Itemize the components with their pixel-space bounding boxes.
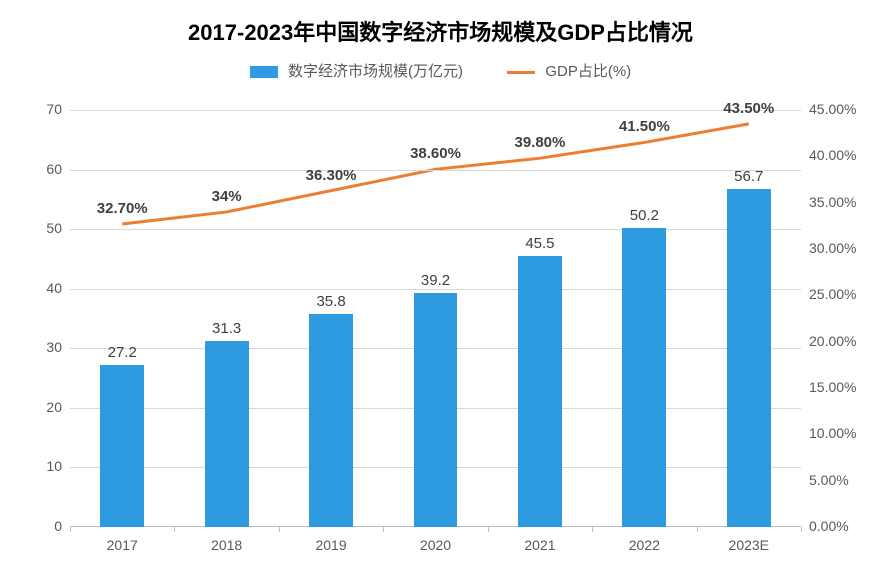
- x-axis-category-label: 2021: [524, 537, 555, 553]
- bar-value-label: 35.8: [316, 293, 345, 310]
- bar: [727, 189, 771, 527]
- line-value-label: 43.50%: [723, 100, 774, 117]
- plot-area: 27.2 32.70% 31.3 34% 35.8 36.30% 39.2 38.60% 45.…: [70, 110, 801, 527]
- x-tick: [592, 527, 593, 532]
- x-axis-category-label: 2017: [107, 537, 138, 553]
- x-tick: [488, 527, 489, 532]
- x-tick: [801, 527, 802, 532]
- bar-value-label: 45.5: [525, 235, 554, 252]
- y-right-tick-label: 10.00%: [809, 425, 856, 441]
- y-right-tick-label: 0.00%: [809, 518, 849, 534]
- x-tick: [697, 527, 698, 532]
- y-right-tick-label: 25.00%: [809, 286, 856, 302]
- y-right-tick-label: 45.00%: [809, 101, 856, 117]
- y-left-tick-label: 70: [12, 101, 62, 117]
- x-tick: [383, 527, 384, 532]
- bar: [309, 314, 353, 527]
- line-value-label: 41.50%: [619, 118, 670, 135]
- y-right-tick-label: 35.00%: [809, 194, 856, 210]
- line-value-label: 38.60%: [410, 145, 461, 162]
- y-left-tick-label: 30: [12, 339, 62, 355]
- legend-label-line: GDP占比(%): [545, 63, 631, 80]
- gridline: [70, 229, 801, 230]
- y-right-tick-label: 5.00%: [809, 472, 849, 488]
- y-left-tick-label: 10: [12, 458, 62, 474]
- y-right-tick-label: 40.00%: [809, 147, 856, 163]
- bar-value-label: 31.3: [212, 320, 241, 337]
- y-right-tick-label: 20.00%: [809, 333, 856, 349]
- line-value-label: 39.80%: [514, 134, 565, 151]
- bar: [518, 256, 562, 527]
- x-tick: [174, 527, 175, 532]
- y-left-tick-label: 50: [12, 220, 62, 236]
- y-right-tick-label: 30.00%: [809, 240, 856, 256]
- legend-item-bar: 数字经济市场规模(万亿元): [250, 60, 463, 81]
- legend-item-line: GDP占比(%): [507, 60, 631, 81]
- y-right-tick-label: 15.00%: [809, 379, 856, 395]
- x-tick: [279, 527, 280, 532]
- gridline: [70, 170, 801, 171]
- y-left-tick-label: 20: [12, 399, 62, 415]
- line-value-label: 32.70%: [97, 200, 148, 217]
- bar-value-label: 39.2: [421, 272, 450, 289]
- bar: [100, 365, 144, 527]
- y-left-tick-label: 0: [12, 518, 62, 534]
- y-left-tick-label: 40: [12, 280, 62, 296]
- line-value-label: 34%: [212, 188, 242, 205]
- bar: [205, 341, 249, 527]
- x-axis-category-label: 2023E: [729, 537, 769, 553]
- bar: [622, 228, 666, 527]
- gridline: [70, 110, 801, 111]
- chart-legend: 数字经济市场规模(万亿元) GDP占比(%): [0, 60, 881, 81]
- line-value-label: 36.30%: [306, 167, 357, 184]
- x-tick: [70, 527, 71, 532]
- x-axis-category-label: 2022: [629, 537, 660, 553]
- chart-container: 2017-2023年中国数字经济市场规模及GDP占比情况 数字经济市场规模(万亿…: [0, 0, 881, 572]
- bar-value-label: 50.2: [630, 207, 659, 224]
- legend-swatch-bar: [250, 66, 278, 78]
- chart-title: 2017-2023年中国数字经济市场规模及GDP占比情况: [0, 15, 881, 47]
- bar-value-label: 27.2: [108, 344, 137, 361]
- x-axis-category-label: 2019: [315, 537, 346, 553]
- x-axis-category-label: 2018: [211, 537, 242, 553]
- bar: [414, 293, 458, 527]
- y-left-tick-label: 60: [12, 161, 62, 177]
- legend-swatch-line: [507, 71, 535, 74]
- x-axis-category-label: 2020: [420, 537, 451, 553]
- legend-label-bar: 数字经济市场规模(万亿元): [288, 63, 463, 80]
- bar-value-label: 56.7: [734, 168, 763, 185]
